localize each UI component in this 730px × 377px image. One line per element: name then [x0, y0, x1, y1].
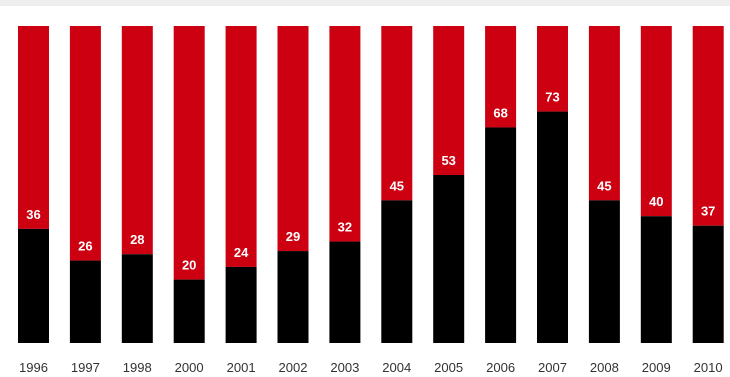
x-tick-label-2003: 2003 [330, 360, 359, 375]
value-label-1997: 26 [78, 239, 92, 254]
bar-remainder-2010 [692, 26, 724, 226]
value-label-1996: 36 [26, 207, 40, 222]
bar-remainder-2000 [173, 26, 205, 280]
x-tick-label-2002: 2002 [279, 360, 308, 375]
value-label-2002: 29 [286, 229, 300, 244]
bar-remainder-2009 [640, 26, 672, 217]
bar-remainder-2008 [588, 26, 620, 201]
bar-remainder-2003 [329, 26, 361, 242]
value-label-2007: 73 [545, 90, 559, 105]
bar-2008 [588, 200, 620, 343]
value-label-1998: 28 [130, 232, 144, 247]
value-label-2009: 40 [649, 194, 663, 209]
x-tick-label-1996: 1996 [19, 360, 48, 375]
x-tick-label-1998: 1998 [123, 360, 152, 375]
x-tick-label-2000: 2000 [175, 360, 204, 375]
x-tick-label-2004: 2004 [382, 360, 411, 375]
bar-chart: 36 1996 26 1997 28 1998 20 2000 24 2001 29 2002 32 20… [18, 26, 724, 375]
value-label-2008: 45 [597, 178, 611, 193]
value-label-2010: 37 [701, 204, 715, 219]
bar-2004 [381, 200, 413, 343]
bar-remainder-1998 [121, 26, 153, 255]
bar-remainder-2002 [277, 26, 309, 252]
x-tick-label-1997: 1997 [71, 360, 100, 375]
bar-2001 [225, 266, 257, 343]
bar-1997 [69, 260, 101, 343]
bar-2010 [692, 225, 724, 343]
bar-2003 [329, 241, 361, 343]
bar-remainder-2006 [485, 26, 517, 128]
bar-remainder-2004 [381, 26, 413, 201]
value-label-2004: 45 [390, 178, 404, 193]
bar-2009 [640, 216, 672, 343]
bar-2007 [537, 111, 568, 343]
x-tick-label-2008: 2008 [590, 360, 619, 375]
x-tick-label-2009: 2009 [642, 360, 671, 375]
bar-1996 [18, 228, 49, 343]
x-tick-label-2007: 2007 [538, 360, 567, 375]
value-label-2006: 68 [493, 105, 507, 120]
bar-2000 [173, 279, 205, 343]
bar-remainder-1996 [18, 26, 49, 229]
value-label-2001: 24 [234, 245, 249, 260]
bar-remainder-1997 [69, 26, 101, 261]
bar-remainder-2007 [537, 26, 568, 112]
value-label-2005: 53 [441, 153, 455, 168]
bar-2002 [277, 251, 309, 343]
bar-remainder-2001 [225, 26, 257, 267]
x-tick-label-2001: 2001 [227, 360, 256, 375]
value-label-2003: 32 [338, 220, 352, 235]
value-label-2000: 20 [182, 258, 196, 273]
x-tick-label-2010: 2010 [694, 360, 723, 375]
x-tick-label-2006: 2006 [486, 360, 515, 375]
bar-2006 [485, 127, 517, 343]
bar-2005 [433, 174, 465, 343]
bar-remainder-2005 [433, 26, 465, 175]
bar-1998 [121, 254, 153, 343]
x-tick-label-2005: 2005 [434, 360, 463, 375]
